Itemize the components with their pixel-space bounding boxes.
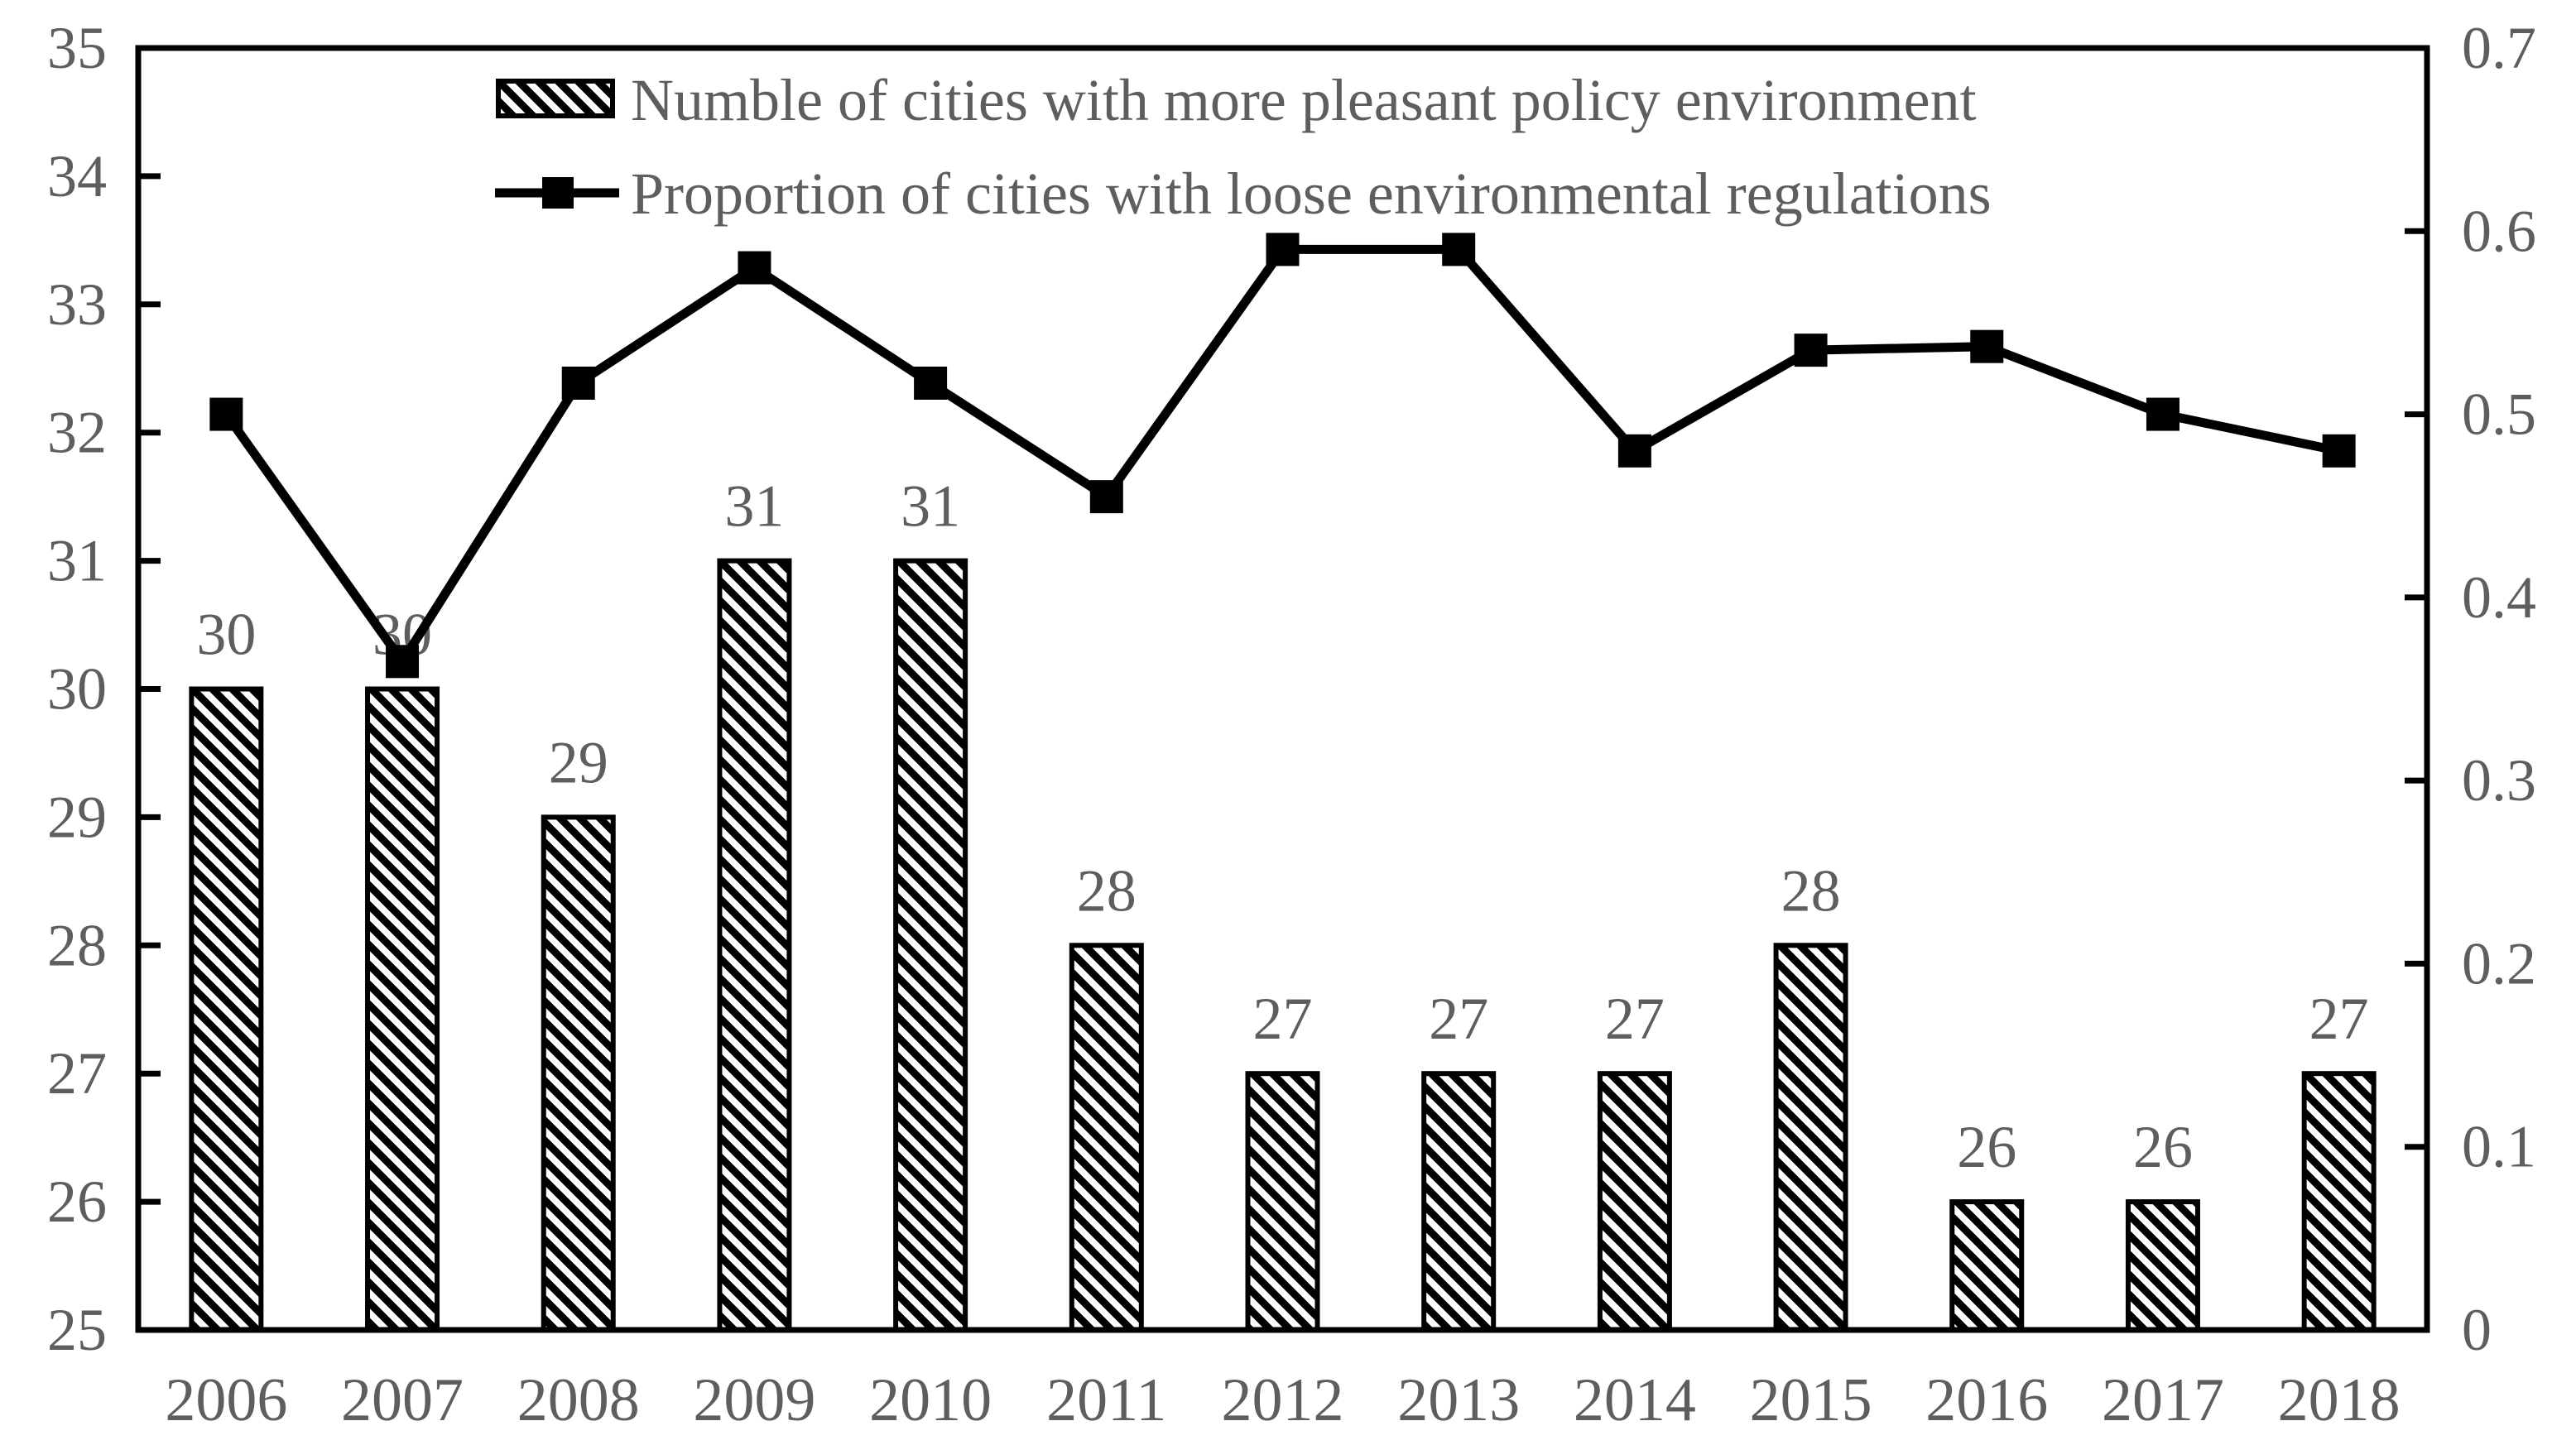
bar-data-label: 31: [901, 473, 960, 540]
axes: 25 26 27 28 29 30 31 32 33 34 35 0 0.1 0.2 0.3 0.4 0.5 0.…: [47, 15, 2536, 1434]
right-axis-tick-label: 0.5: [2462, 382, 2536, 448]
line-marker: [2146, 397, 2180, 431]
legend: Numble of cities with more pleasant poli…: [495, 67, 1992, 227]
left-axis-tick-label: 32: [47, 400, 107, 466]
legend-bar-label: Numble of cities with more pleasant poli…: [631, 67, 1977, 133]
bar-data-label: 29: [549, 729, 608, 795]
bar: [541, 814, 616, 1332]
bar-data-label: 27: [1605, 986, 1665, 1052]
right-axis-tick-label: 0.2: [2462, 930, 2536, 996]
bar-data-label: 27: [2309, 986, 2369, 1052]
bar: [2125, 1199, 2200, 1332]
right-axis-tick-label: 0.6: [2462, 198, 2536, 264]
line-marker: [2322, 434, 2356, 468]
line-marker: [1089, 480, 1123, 514]
legend-line-marker-icon: [542, 177, 574, 209]
bar-data-label: 26: [2133, 1114, 2193, 1180]
bar-data-label: 31: [724, 473, 784, 540]
left-axis-tick-label: 28: [47, 912, 107, 978]
x-axis-year-label: 2010: [869, 1366, 992, 1434]
x-axis-year-label: 2015: [1750, 1366, 1872, 1434]
x-axis-year-label: 2007: [341, 1366, 464, 1434]
line-marker: [561, 366, 595, 400]
bar: [1773, 943, 1848, 1333]
bar-data-label: 27: [1253, 986, 1313, 1052]
proportion-line: [222, 244, 2340, 670]
line-marker: [914, 366, 948, 400]
bar: [365, 686, 440, 1332]
x-axis-year-label: 2017: [2102, 1366, 2224, 1434]
right-axis-tick-label: 0.3: [2462, 747, 2536, 814]
bar: [1421, 1071, 1497, 1332]
left-axis-tick-label: 25: [47, 1297, 107, 1363]
bar: [1245, 1071, 1320, 1332]
bar-data-label: 28: [1077, 857, 1137, 924]
bar: [1597, 1071, 1672, 1332]
bar: [1949, 1199, 2025, 1332]
x-axis-year-label: 2011: [1046, 1366, 1166, 1434]
left-axis-tick-label: 26: [47, 1169, 107, 1235]
left-axis-tick-label: 27: [47, 1040, 107, 1107]
bar-data-label: 28: [1781, 857, 1841, 924]
x-axis-year-label: 2016: [1925, 1366, 2048, 1434]
x-axis-year-label: 2012: [1222, 1366, 1344, 1434]
bar: [717, 558, 792, 1332]
legend-bar-swatch-hatch-icon: [496, 79, 615, 118]
line-marker: [1970, 329, 2004, 363]
x-axis-year-label: 2009: [693, 1366, 815, 1434]
line-marker: [1266, 233, 1300, 266]
bar-series: [189, 558, 2377, 1333]
bar: [2301, 1071, 2377, 1332]
line-marker: [1794, 334, 1828, 367]
line-marker: [738, 251, 771, 285]
line-marker: [1617, 434, 1651, 468]
line-marker: [209, 397, 243, 431]
left-axis-tick-label: 35: [47, 15, 107, 81]
bar-data-label: 26: [1957, 1114, 2016, 1180]
legend-line-label: Proportion of cities with loose environm…: [631, 161, 1992, 227]
x-axis-year-label: 2014: [1574, 1366, 1696, 1434]
bar: [1069, 943, 1144, 1333]
x-axis-year-label: 2013: [1397, 1366, 1520, 1434]
bar-data-label: 27: [1429, 986, 1488, 1052]
right-axis-tick-label: 0.7: [2462, 15, 2536, 81]
bar: [893, 558, 968, 1332]
line-series: [209, 233, 2356, 679]
left-axis-tick-label: 34: [47, 143, 107, 209]
left-axis-tick-label: 30: [47, 656, 107, 722]
right-axis-tick-label: 0.4: [2462, 564, 2536, 631]
left-axis-tick-label: 33: [47, 271, 107, 338]
line-marker: [1442, 233, 1476, 266]
right-axis-tick-label: 0.1: [2462, 1114, 2536, 1180]
line-marker: [386, 645, 420, 679]
right-axis-tick-label: 0: [2462, 1297, 2492, 1363]
plot-border: [135, 45, 2430, 1333]
x-axis-year-label: 2008: [517, 1366, 640, 1434]
x-axis-year-label: 2018: [2278, 1366, 2401, 1434]
left-axis-tick-label: 31: [47, 528, 107, 594]
bar: [189, 686, 264, 1332]
x-axis-year-label: 2006: [165, 1366, 287, 1434]
bar-data-label: 30: [196, 602, 256, 668]
left-axis-tick-label: 29: [47, 784, 107, 850]
